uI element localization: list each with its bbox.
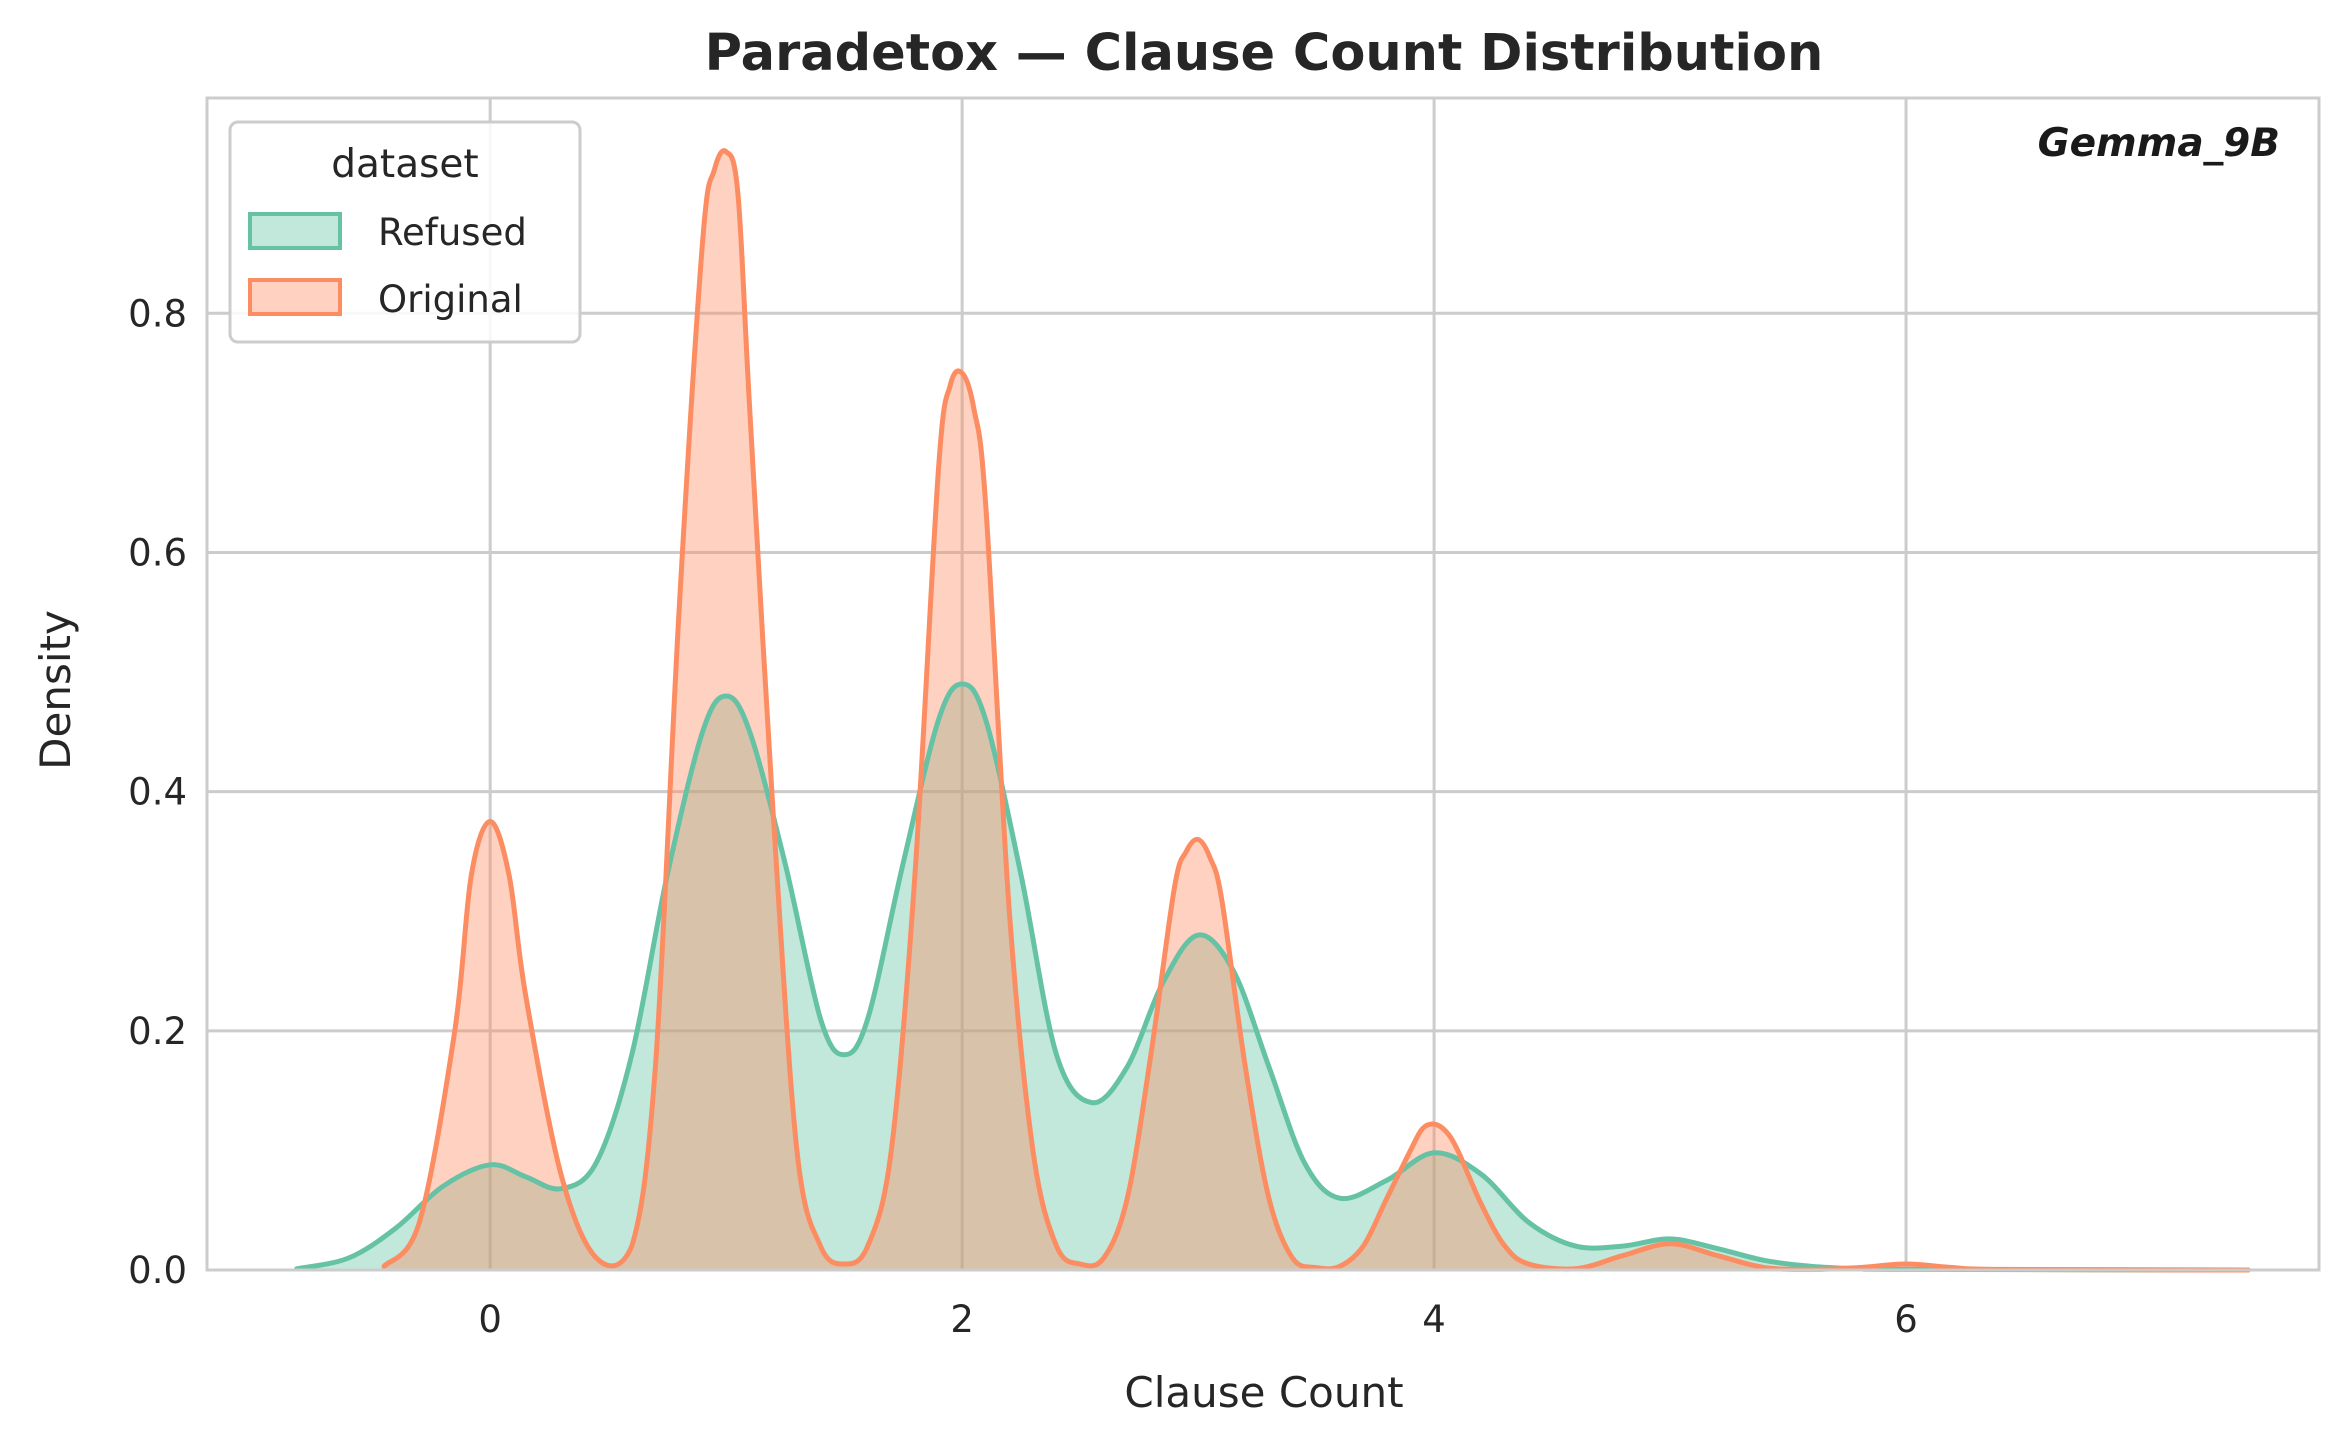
density-lines: [294, 148, 2251, 1273]
legend-swatch-refused: [248, 212, 342, 250]
legend-label-refused: Refused: [378, 211, 527, 254]
x-tick-label: 4: [1422, 1298, 1446, 1341]
x-tick-labels: 0 2 4 6: [478, 1298, 1917, 1341]
area-refused: [296, 684, 2249, 1270]
legend-box: [228, 120, 582, 344]
y-tick-label: 0.0: [128, 1249, 187, 1292]
y-tick-label: 0.6: [128, 531, 187, 574]
density-areas: [296, 150, 2249, 1271]
line-refused: [294, 681, 2251, 1273]
legend: dataset Refused Original: [228, 120, 582, 344]
area-original: [384, 150, 2249, 1271]
y-axis-label: Density: [31, 610, 80, 770]
model-annotation: Gemma_9B: [2038, 121, 2280, 166]
line-original: [381, 148, 2251, 1273]
legend-label-original: Original: [378, 278, 523, 321]
y-tick-label: 0.8: [128, 292, 187, 335]
legend-title: dataset: [331, 142, 478, 187]
y-tick-labels: 0.0 0.2 0.4 0.6 0.8: [128, 292, 187, 1292]
legend-swatch-original: [248, 278, 342, 316]
y-tick-label: 0.2: [128, 1010, 187, 1053]
x-axis-label: Clause Count: [1124, 1368, 1403, 1417]
y-tick-label: 0.4: [128, 771, 187, 814]
x-tick-label: 2: [950, 1298, 974, 1341]
x-tick-label: 0: [478, 1298, 502, 1341]
x-tick-label: 6: [1894, 1298, 1918, 1341]
plot-frame: [205, 96, 2321, 1272]
chart-title: Paradetox — Clause Count Distribution: [705, 24, 1824, 83]
